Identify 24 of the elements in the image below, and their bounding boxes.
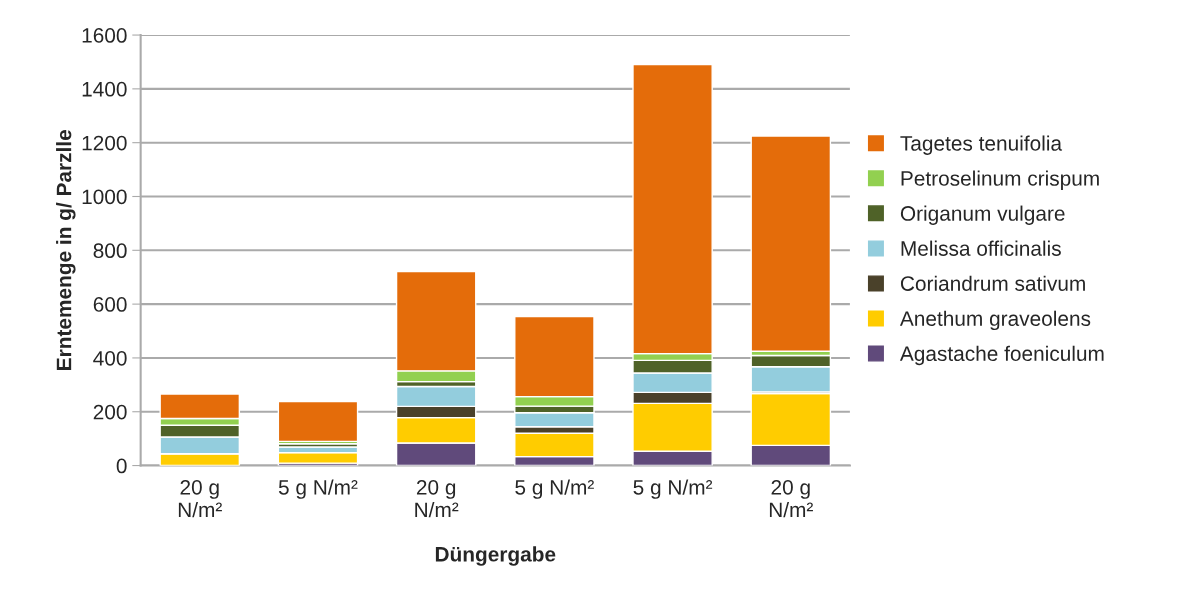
x-axis-title: Düngergabe bbox=[435, 546, 556, 566]
x-tick-label: 5 g N/m² bbox=[515, 479, 594, 499]
y-tick-label: 200 bbox=[93, 404, 127, 420]
y-tick-label: 1400 bbox=[82, 81, 127, 97]
legend-label: Melissa officinalis bbox=[901, 240, 1061, 256]
x-tick-label: 20 g N/m² bbox=[178, 479, 222, 518]
legend-label: Petroselinum crispum bbox=[901, 170, 1099, 190]
legend-label: Coriandrum sativum bbox=[900, 275, 1085, 291]
y-tick-label: 1000 bbox=[82, 189, 127, 205]
y-tick-label: 400 bbox=[93, 350, 127, 366]
y-axis-title: Erntemenge in g/ Parzlle bbox=[56, 130, 76, 370]
y-tick-label: 800 bbox=[93, 243, 127, 259]
y-tick-label: 1200 bbox=[82, 135, 127, 151]
y-tick-label: 600 bbox=[93, 297, 127, 312]
legend-label: Anethum graveolens bbox=[899, 310, 1091, 331]
legend-label: Agastache foeniculum bbox=[899, 345, 1104, 366]
y-tick-label: 1600 bbox=[82, 28, 127, 43]
x-tick-label: 20 g N/m² bbox=[769, 479, 813, 518]
x-tick-label: 5 g N/m² bbox=[278, 479, 358, 499]
legend-label: Origanum vulgare bbox=[900, 205, 1065, 225]
x-tick-label: 20 g N/m² bbox=[415, 479, 459, 518]
legend-label: Tagetes tenuifolia bbox=[900, 135, 1063, 155]
x-tick-label: 5 g N/m² bbox=[633, 479, 713, 499]
y-tick-label: 0 bbox=[116, 458, 127, 474]
